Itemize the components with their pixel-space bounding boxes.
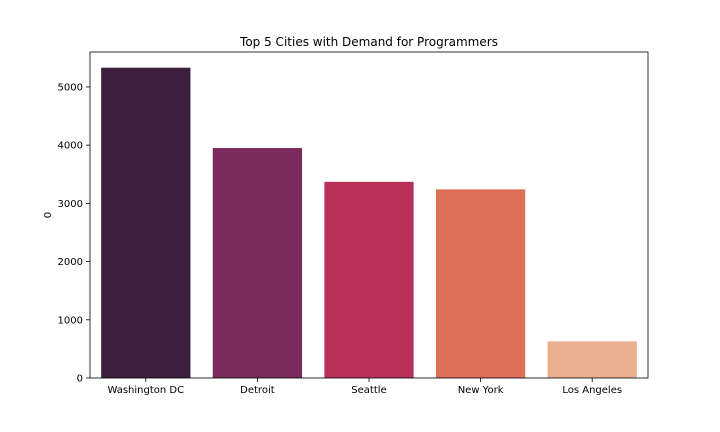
y-tick-label: 5000	[58, 82, 83, 93]
bar-detroit	[212, 148, 303, 378]
bar-new-york	[435, 189, 526, 378]
x-tick-label: Detroit	[240, 385, 275, 396]
y-axis-label: 0	[43, 212, 54, 218]
x-tick-label: Washington DC	[107, 385, 184, 396]
y-tick-label: 4000	[58, 141, 83, 152]
plot-frame	[89, 51, 649, 379]
bar-seattle	[324, 181, 414, 378]
y-tick-label: 0	[77, 374, 83, 385]
bar-los-angeles	[547, 341, 637, 378]
x-tick-label: New York	[458, 385, 504, 396]
y-tick-label: 3000	[58, 199, 83, 210]
bar-washington-dc	[101, 67, 191, 378]
y-axis: 0 1000 2000 3000 4000 5000	[58, 82, 90, 385]
x-axis: Washington DC Detroit Seattle New York Los A…	[107, 378, 622, 396]
bars-group	[101, 67, 637, 378]
x-tick-label: Los Angeles	[562, 385, 622, 396]
chart-title: Top 5 Cities with Demand for Programmers	[239, 35, 498, 49]
y-tick-label: 1000	[58, 315, 83, 326]
y-tick-label: 2000	[58, 257, 83, 268]
x-tick-label: Seattle	[351, 385, 386, 396]
